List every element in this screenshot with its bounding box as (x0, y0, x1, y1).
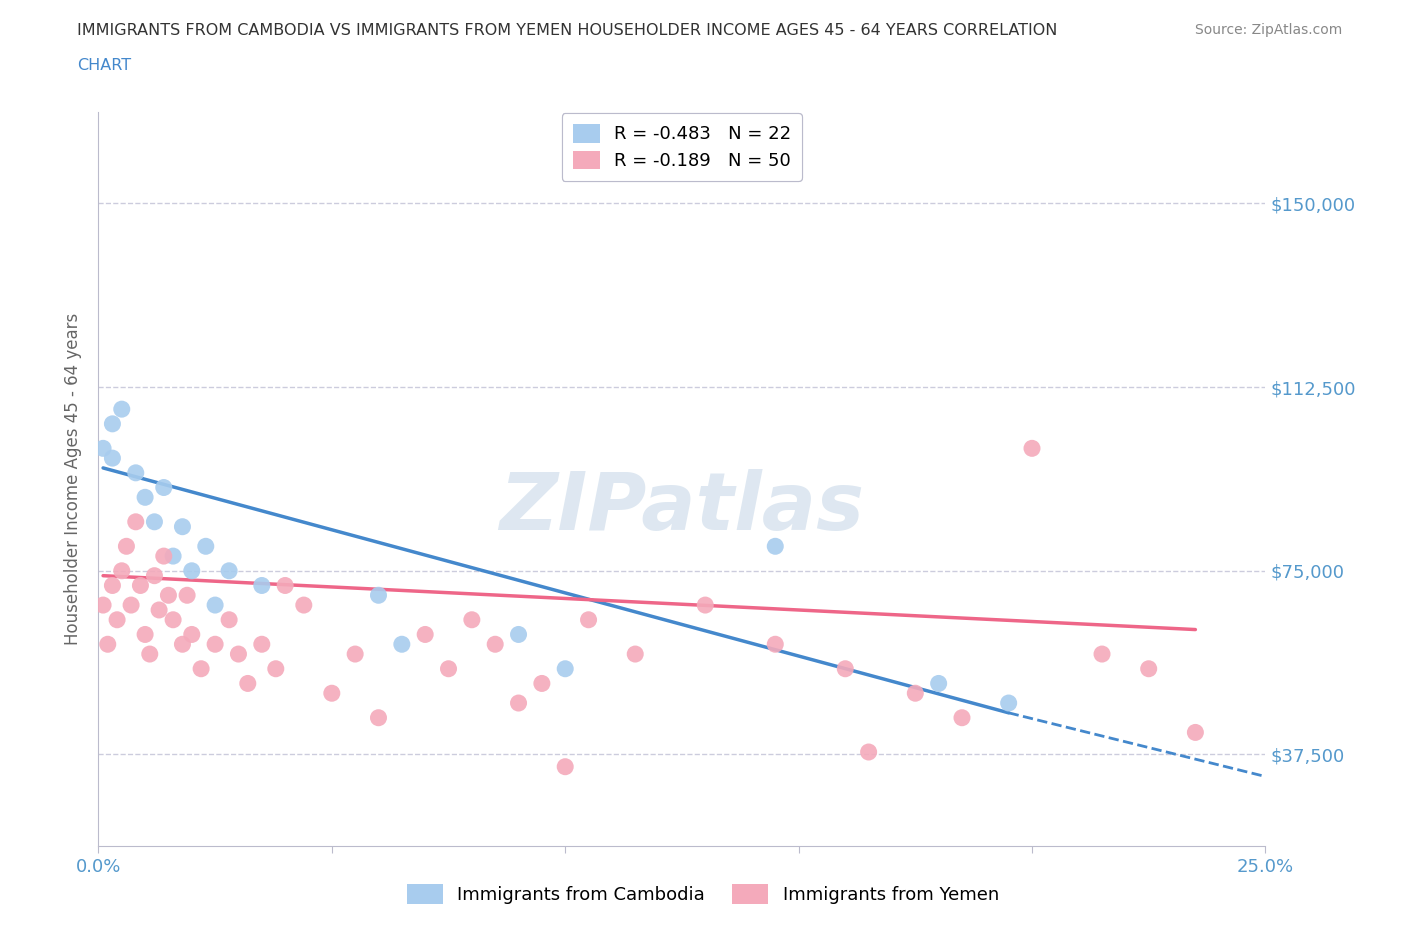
Point (834, 661, 856, 676)
Point (695, 598, 717, 613)
Point (292, 598, 315, 613)
Point (101, 451, 124, 466)
Point (91, 441, 114, 456)
Point (143, 514, 166, 529)
Point (554, 661, 576, 676)
Point (180, 627, 202, 642)
Point (763, 637, 786, 652)
Point (554, 759, 576, 774)
Point (858, 745, 880, 760)
Point (115, 538, 138, 553)
Point (437, 661, 460, 676)
Point (162, 612, 184, 627)
Text: CHART: CHART (77, 58, 131, 73)
Point (1021, 441, 1043, 456)
Point (134, 490, 156, 505)
Point (101, 417, 124, 432)
Point (461, 612, 484, 627)
Point (190, 661, 212, 676)
Point (134, 627, 156, 642)
Point (129, 578, 152, 593)
Point (508, 696, 530, 711)
Point (413, 627, 436, 642)
Legend: R = -0.483   N = 22, R = -0.189   N = 50: R = -0.483 N = 22, R = -0.189 N = 50 (562, 113, 801, 180)
Point (997, 696, 1019, 711)
Point (152, 480, 174, 495)
Point (236, 676, 259, 691)
Point (218, 564, 240, 578)
Point (578, 612, 600, 627)
Point (367, 588, 389, 603)
Point (264, 661, 287, 676)
Point (180, 564, 202, 578)
Point (218, 612, 240, 627)
Point (176, 588, 198, 603)
Point (111, 402, 134, 417)
Point (763, 538, 786, 553)
Point (204, 637, 226, 652)
Point (120, 598, 142, 613)
Point (367, 711, 389, 725)
Point (1137, 661, 1160, 676)
Text: Source: ZipAtlas.com: Source: ZipAtlas.com (1195, 23, 1343, 37)
Y-axis label: Householder Income Ages 45 - 64 years: Householder Income Ages 45 - 64 years (65, 312, 83, 645)
Point (274, 578, 297, 593)
Point (1184, 725, 1206, 740)
Point (530, 676, 553, 691)
Point (228, 646, 250, 661)
Text: ZIPatlas: ZIPatlas (499, 470, 865, 548)
Point (148, 603, 170, 618)
Point (125, 514, 148, 529)
Point (204, 598, 226, 613)
Point (111, 564, 134, 578)
Point (950, 711, 973, 725)
Point (391, 637, 413, 652)
Point (508, 627, 530, 642)
Text: IMMIGRANTS FROM CAMBODIA VS IMMIGRANTS FROM YEMEN HOUSEHOLDER INCOME AGES 45 - 6: IMMIGRANTS FROM CAMBODIA VS IMMIGRANTS F… (77, 23, 1057, 38)
Point (1091, 646, 1114, 661)
Point (172, 637, 194, 652)
Legend: Immigrants from Cambodia, Immigrants from Yemen: Immigrants from Cambodia, Immigrants fro… (399, 876, 1007, 911)
Point (143, 568, 166, 583)
Point (484, 637, 506, 652)
Point (91, 598, 114, 613)
Point (97, 637, 120, 652)
Point (928, 676, 950, 691)
Point (321, 685, 343, 700)
Point (172, 519, 194, 534)
Point (125, 465, 148, 480)
Point (105, 612, 128, 627)
Point (250, 637, 273, 652)
Point (194, 538, 217, 553)
Point (152, 549, 174, 564)
Point (250, 578, 273, 593)
Point (101, 578, 124, 593)
Point (139, 646, 162, 661)
Point (157, 588, 180, 603)
Point (162, 549, 184, 564)
Point (904, 685, 927, 700)
Point (344, 646, 367, 661)
Point (624, 646, 647, 661)
